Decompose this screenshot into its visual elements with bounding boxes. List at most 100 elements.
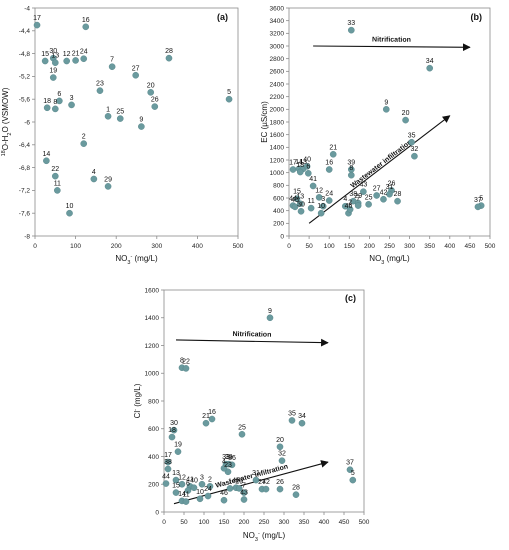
point-label: 18	[168, 427, 176, 434]
data-point	[147, 89, 155, 96]
point-label: 26	[151, 97, 159, 104]
y-tick-label: 1600	[145, 287, 160, 294]
y-tick-label: -4,4	[19, 28, 31, 35]
data-point	[289, 166, 297, 173]
point-label: 5	[227, 89, 231, 96]
data-point	[196, 495, 204, 503]
point-label: 16	[82, 17, 90, 24]
point-label: 2	[208, 476, 212, 483]
data-point	[63, 57, 70, 65]
data-point	[296, 200, 304, 207]
data-point	[104, 183, 112, 190]
data-point	[202, 419, 210, 427]
data-point	[52, 59, 59, 67]
y-tick-label: -8	[24, 233, 30, 240]
point-label: 13	[299, 159, 307, 166]
point-label: 5	[351, 470, 355, 477]
data-point	[164, 465, 172, 473]
data-point	[204, 492, 212, 500]
data-point	[151, 103, 159, 110]
point-label: 11	[54, 180, 61, 187]
point-label: 7	[356, 196, 360, 203]
y-tick-label: 200	[148, 482, 159, 489]
point-label: 28	[165, 48, 173, 55]
data-point	[82, 23, 90, 31]
data-point	[220, 464, 228, 472]
point-label: 37	[346, 460, 354, 467]
annotation-arrow	[313, 43, 471, 52]
data-point	[292, 491, 300, 498]
data-point	[240, 489, 248, 496]
point-label: 18	[296, 162, 304, 169]
point-label: 16	[325, 160, 333, 167]
point-label: 26	[276, 479, 284, 486]
data-point	[346, 206, 354, 213]
point-label: 26	[388, 180, 396, 187]
data-point	[296, 168, 304, 176]
point-label: 20	[402, 110, 410, 117]
data-point	[304, 169, 312, 177]
annotation-arrow	[175, 338, 329, 347]
y-tick-label: -5,6	[19, 97, 31, 104]
data-point	[52, 172, 59, 180]
data-point	[317, 209, 325, 217]
x-tick-label: 450	[339, 519, 350, 526]
point-label: 2	[348, 199, 352, 206]
point-label: 35	[288, 410, 296, 417]
data-point	[104, 113, 112, 120]
point-label: 29	[235, 478, 243, 485]
x-tick-label: 350	[299, 519, 310, 526]
x-tick-label: 250	[259, 519, 270, 526]
x-tick-label: 450	[464, 243, 475, 250]
y-tick-label: 0	[280, 233, 284, 240]
x-tick-label: 200	[239, 519, 250, 526]
data-point	[266, 314, 274, 322]
panel-label: (b)	[471, 12, 483, 22]
point-label: 38	[164, 459, 172, 466]
data-point	[116, 115, 124, 122]
data-point	[80, 140, 88, 147]
data-point	[228, 461, 236, 469]
point-label: 17	[164, 452, 172, 459]
point-label: 10	[196, 489, 204, 496]
y-tick-label: -6,8	[19, 165, 31, 172]
y-tick-label: 200	[273, 221, 284, 228]
x-tick-label: 200	[364, 243, 375, 250]
point-label: 41	[186, 476, 194, 483]
x-tick-label: 300	[151, 243, 162, 250]
data-point	[291, 203, 299, 211]
x-tick-label: 400	[319, 519, 330, 526]
point-label: 45	[291, 197, 299, 204]
data-point	[360, 188, 367, 195]
point-label: 21	[329, 144, 337, 151]
data-point	[411, 152, 418, 160]
data-point	[325, 166, 333, 173]
data-point	[348, 171, 355, 179]
point-label: 22	[51, 166, 59, 173]
x-tick-label: 400	[444, 243, 455, 250]
data-point	[319, 202, 327, 210]
point-label: 12	[63, 51, 71, 58]
y-tick-label: 2600	[270, 69, 285, 76]
point-label: 44	[162, 474, 170, 481]
x-tick-label: 150	[219, 519, 230, 526]
data-point	[276, 443, 284, 451]
y-tick-label: 2000	[270, 107, 285, 114]
x-tick-label: 500	[233, 243, 244, 250]
x-tick-label: 400	[192, 243, 203, 250]
y-axis-label: Cl- (mg/L)	[133, 383, 142, 418]
x-tick-label: 150	[344, 243, 355, 250]
x-tick-label: 500	[485, 243, 496, 250]
point-label: 20	[276, 437, 284, 444]
data-point	[174, 448, 182, 455]
point-label: 3	[70, 95, 74, 102]
y-tick-label: 1200	[270, 157, 285, 164]
point-label: 13	[51, 53, 59, 60]
point-label: 23	[96, 81, 104, 88]
data-point	[276, 485, 284, 493]
point-label: 10	[317, 203, 325, 210]
y-tick-label: 2200	[270, 94, 285, 101]
plot-frame	[34, 7, 239, 237]
point-label: 42	[262, 479, 270, 486]
x-tick-label: 50	[305, 243, 313, 250]
